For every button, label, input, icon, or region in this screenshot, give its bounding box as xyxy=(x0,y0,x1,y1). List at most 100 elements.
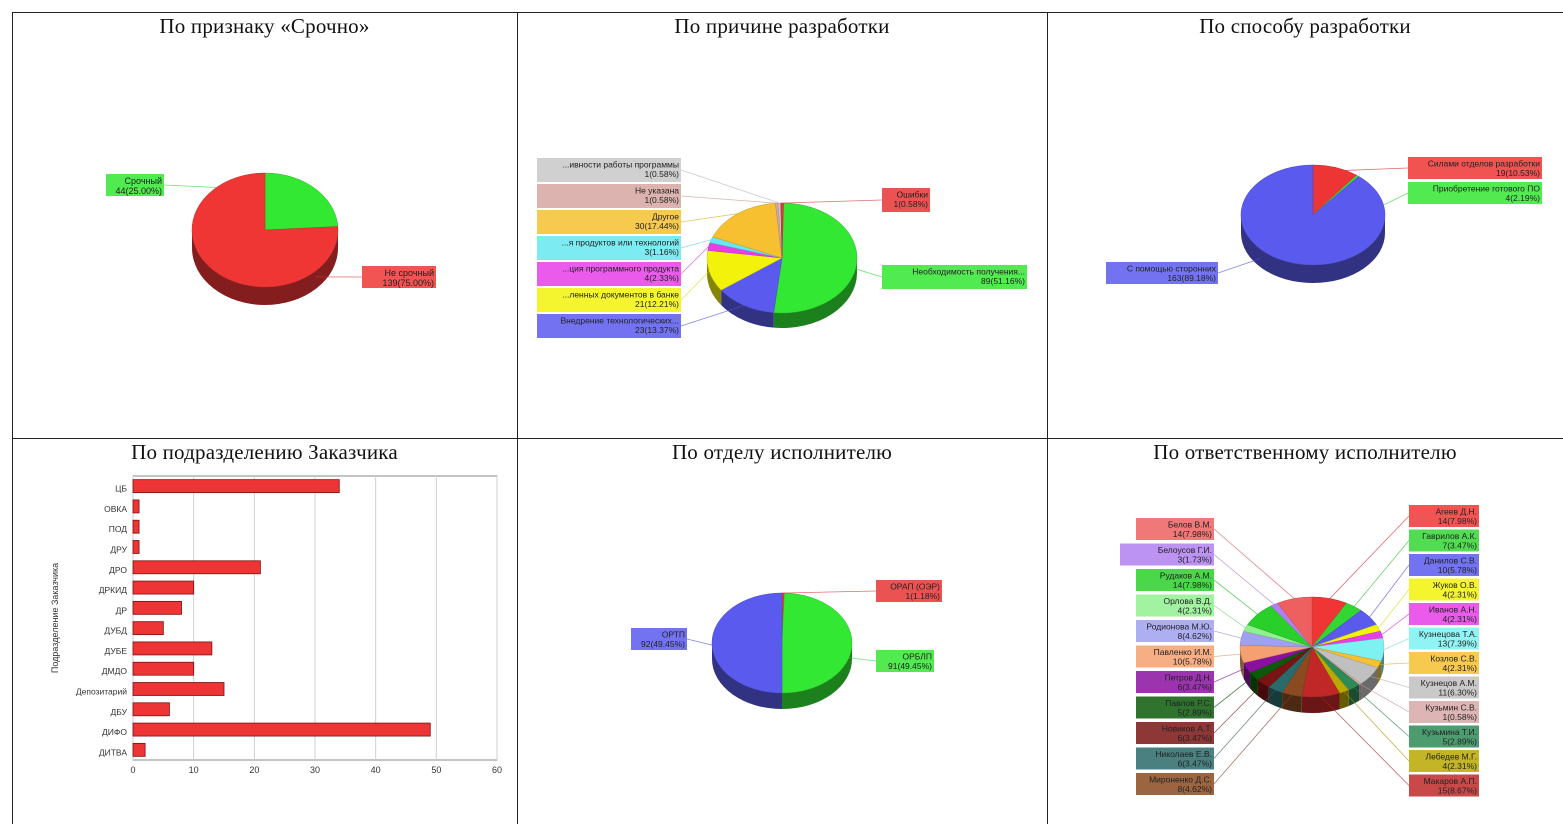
pie-4-leader-2 xyxy=(687,639,712,645)
pie-label-name: Мироненко Д.С. xyxy=(1149,775,1212,785)
pie-label-name: Не указана xyxy=(635,186,679,196)
grid-line-col1 xyxy=(517,12,518,824)
pie-5-leader-0 xyxy=(1330,516,1409,599)
pie-1-leader-7 xyxy=(681,170,779,203)
pie-label-name: Внедрение технологических... xyxy=(560,316,679,326)
pie-0 xyxy=(192,173,338,305)
pie-label-name: Новиков А.Т. xyxy=(1162,724,1212,734)
pie-0-slice-0 xyxy=(265,173,338,230)
pie-label-value: 89(51.16%) xyxy=(981,276,1025,286)
pie-5-leader-18 xyxy=(1214,631,1241,638)
pie-label-name: Белоусов Г.И. xyxy=(1158,545,1212,555)
bar-ДРУ xyxy=(133,541,139,554)
pie-label-value: 4(2.31%) xyxy=(1443,761,1478,771)
y-tick-label: Депозитарий xyxy=(76,686,127,696)
pie-5-leader-21 xyxy=(1214,555,1274,605)
pie-label-value: 5(2.89%) xyxy=(1178,708,1213,718)
pie-1 xyxy=(707,203,857,328)
pie-label-value: 14(7.98%) xyxy=(1173,529,1212,539)
bar-ЦБ xyxy=(133,480,339,493)
pie-label-value: 4(2.31%) xyxy=(1443,614,1478,624)
pie-label-name: Петров Д.Н. xyxy=(1165,673,1212,683)
pie-5-label-18: Родионова М.Ю.8(4.62%) xyxy=(1136,620,1241,642)
y-tick-label: ДИТВА xyxy=(99,747,127,757)
pie-5-leader-9 xyxy=(1354,688,1409,737)
bar-ДРО xyxy=(133,561,260,574)
y-tick-label: ОВКА xyxy=(104,504,127,514)
pie-5-leader-10 xyxy=(1344,692,1409,761)
y-tick-label: ПОД xyxy=(109,524,128,534)
grid-line-middle xyxy=(12,438,1563,439)
pie-1-label-0: Необходимость получения...89(51.16%) xyxy=(856,265,1027,289)
bar-ДМДО xyxy=(133,662,194,675)
pie-label-name: Жуков О.В. xyxy=(1433,580,1477,590)
bar-ПОД xyxy=(133,520,139,533)
pie-label-value: 3(1.73%) xyxy=(1178,555,1213,565)
pie-5-leader-2 xyxy=(1370,565,1409,617)
pie-label-name: Кузнецова Т.А. xyxy=(1419,629,1477,639)
pie-label-name: Лебедев М.Г. xyxy=(1426,752,1477,762)
y-tick-label: ЦБ xyxy=(115,484,127,494)
pie-2-slice-2 xyxy=(1241,165,1385,265)
x-tick-label: 30 xyxy=(310,765,320,775)
pie-label-name: Не срочный xyxy=(385,268,434,278)
pie-1-leader-0 xyxy=(856,269,882,277)
pie-label-value: 1(0.58%) xyxy=(645,195,680,205)
pie-label-name: ОРТП xyxy=(662,630,685,640)
pie-label-value: 30(17.44%) xyxy=(635,221,679,231)
pie-1-label-4: ...я продуктов или технологий3(1.16%) xyxy=(537,236,711,260)
pie-label-name: Козлов С.В. xyxy=(1430,654,1477,664)
y-tick-label: ДУБД xyxy=(104,626,127,636)
pie-label-value: 4(2.31%) xyxy=(1178,606,1213,616)
pie-label-name: Кузьмина Т.И. xyxy=(1422,727,1477,737)
pie-label-name: Необходимость получения... xyxy=(912,267,1025,277)
pie-label-value: 1(0.58%) xyxy=(645,169,680,179)
pie-label-value: 6(3.47%) xyxy=(1178,682,1213,692)
pie-5-leader-3 xyxy=(1379,590,1409,628)
pie-label-value: 4(2.31%) xyxy=(1443,663,1478,673)
pie-label-value: 6(3.47%) xyxy=(1178,759,1213,769)
pie-1-leader-3 xyxy=(681,246,709,274)
pie-label-name: ...я продуктов или технологий xyxy=(562,238,680,248)
x-tick-label: 50 xyxy=(431,765,441,775)
pie-5-leader-1 xyxy=(1354,541,1409,607)
y-axis-label: Подразделение Заказчика xyxy=(50,563,60,673)
pie-label-name: Иванов А.Н. xyxy=(1429,605,1477,615)
pie-label-name: Агеев Д.Н. xyxy=(1435,507,1477,517)
y-tick-label: ДУБЕ xyxy=(105,646,128,656)
pie-label-value: 3(1.16%) xyxy=(645,247,680,257)
pie-label-value: 14(7.98%) xyxy=(1173,580,1212,590)
pie-label-name: ...ция программного продукта xyxy=(562,264,679,274)
y-tick-label: ДБУ xyxy=(110,707,127,717)
bar-ДРКИД xyxy=(133,581,194,594)
pie-label-value: 11(6.30%) xyxy=(1438,688,1477,698)
pie-label-value: 8(4.62%) xyxy=(1178,631,1213,641)
grid-line-col2 xyxy=(1047,12,1048,824)
pie-5-label-7: Кузнецов А.М.11(6.30%) xyxy=(1370,676,1479,698)
pie-4 xyxy=(712,593,852,709)
pie-label-name: Павлов Р.С. xyxy=(1165,698,1212,708)
pie-label-name: Кузнецов А.М. xyxy=(1421,678,1477,688)
pie-4-label-2: ОРТП92(49.45%) xyxy=(631,628,712,650)
pie-5-leader-11 xyxy=(1321,697,1409,786)
pie-label-value: 15(8.67%) xyxy=(1438,786,1477,796)
x-tick-label: 40 xyxy=(371,765,381,775)
pie-label-value: 10(5.78%) xyxy=(1173,657,1212,667)
pie-label-name: Данилов С.В. xyxy=(1424,556,1477,566)
pie-5-leader-5 xyxy=(1384,639,1409,650)
bar-ДИФО xyxy=(133,723,430,736)
pie-label-name: ОРБЛП xyxy=(902,652,932,662)
pie-label-name: Срочный xyxy=(125,176,162,186)
pie-label-name: Гаврилов А.К. xyxy=(1422,531,1477,541)
pie-label-value: 139(75.00%) xyxy=(382,278,434,288)
y-tick-label: ДИФО xyxy=(102,727,127,737)
pie-4-leader-1 xyxy=(849,658,876,661)
pie-label-name: Силами отделов разработки xyxy=(1428,159,1540,169)
pie-5 xyxy=(1240,597,1384,713)
bar-ДБУ xyxy=(133,703,169,716)
